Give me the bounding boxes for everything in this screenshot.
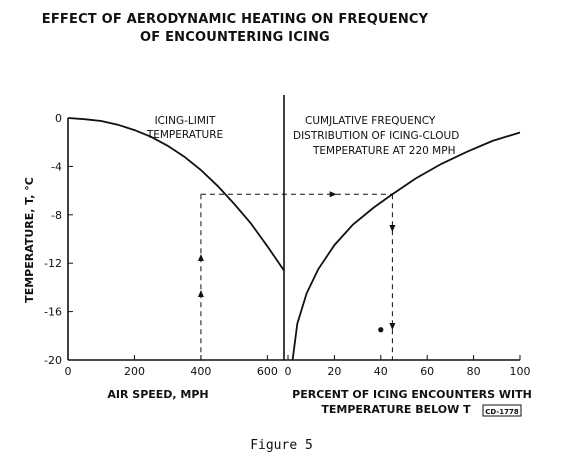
y-axis-title: TEMPERATURE, T, °C [23, 177, 36, 303]
code-stamp-text: CD-1778 [485, 408, 519, 416]
right-x-tick-label: 60 [420, 365, 434, 378]
icing-limit-curve [67, 117, 285, 272]
right-annotation-line: CUMJLATIVE FREQUENCY [305, 115, 436, 127]
right-x-axis-title-line1: PERCENT OF ICING ENCOUNTERS WITH [292, 388, 532, 401]
chart-labels: ICING-LIMIT TEMPERATURE CUMJLATIVE FREQUEN… [23, 115, 532, 416]
left-x-axis-title: AIR SPEED, MPH [107, 388, 208, 401]
left-annotation-line1: ICING-LIMIT [155, 115, 216, 127]
chart-title-line2: OF ENCOUNTERING ICING [140, 30, 330, 45]
y-tick-label: -4 [51, 160, 62, 173]
left-x-tick-label: 0 [65, 365, 72, 378]
arrow-down [389, 225, 396, 232]
arrow-right [329, 191, 337, 198]
right-x-tick-label: 40 [374, 365, 388, 378]
right-x-tick-label: 100 [510, 365, 531, 378]
data-point [378, 327, 384, 333]
y-tick-label: -16 [44, 306, 62, 319]
figure-code-stamp: CD-1778 [482, 404, 522, 417]
left-annotation-line2: TEMPERATURE [146, 129, 223, 141]
right-x-tick-label: 80 [467, 365, 481, 378]
left-x-tick-label: 200 [124, 365, 145, 378]
right-annotation-line: TEMPERATURE AT 220 MPH [312, 145, 455, 157]
y-tick-label: -12 [44, 257, 62, 270]
cumulative-frequency-curve [291, 131, 521, 361]
chart-guides [197, 191, 396, 360]
figure-caption: Figure 5 [250, 438, 313, 453]
chart-axes [67, 95, 520, 361]
arrow-up [197, 254, 204, 261]
arrow-up [197, 290, 204, 297]
y-tick-label: 0 [55, 112, 62, 125]
left-x-tick-label: 400 [190, 365, 211, 378]
y-tick-label: -20 [44, 354, 62, 367]
right-annotation-line: DISTRIBUTION OF ICING-CLOUD [293, 130, 459, 142]
chart-title-line1: EFFECT OF AERODYNAMIC HEATING ON FREQUEN… [41, 12, 429, 27]
code-stamp-box [482, 404, 522, 417]
right-x-tick-label: 0 [285, 365, 292, 378]
right-x-tick-label: 20 [327, 365, 341, 378]
chart-curves [67, 117, 521, 361]
right-x-axis-title-line2: TEMPERATURE BELOW T [321, 403, 471, 416]
left-x-tick-label: 600 [257, 365, 278, 378]
y-tick-label: -8 [51, 209, 62, 222]
chart-ticks: 0-4-8-12-16-200 200 400 600 0 20 40 60 80 100 [44, 112, 530, 378]
arrow-down [389, 323, 396, 330]
